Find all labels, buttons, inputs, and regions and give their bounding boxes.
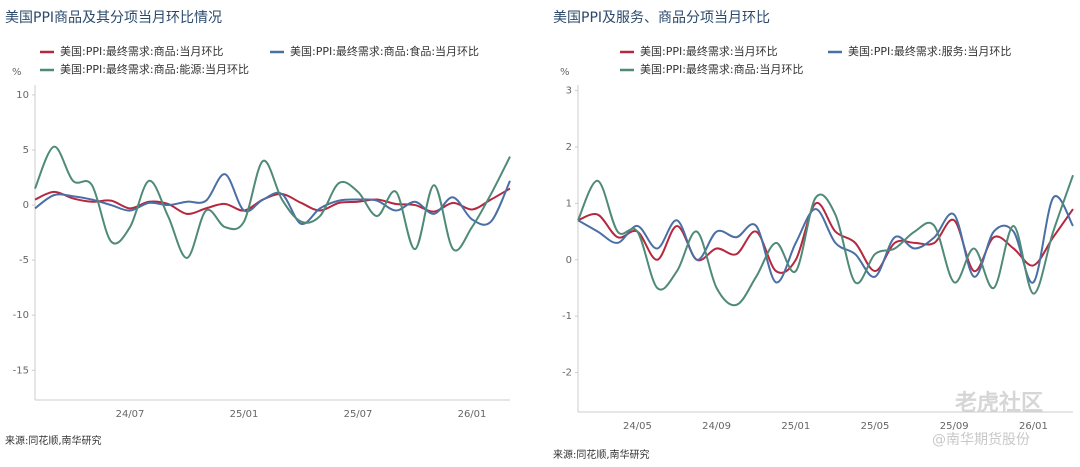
y-tick-label: -5: [19, 255, 29, 266]
x-tick-label: 24/07: [116, 409, 145, 420]
y-unit: %: [560, 67, 570, 78]
legend-label: 美国:PPI:最终需求:商品:当月环比: [640, 62, 803, 76]
y-unit: %: [12, 67, 22, 78]
x-tick-label: 24/05: [623, 421, 652, 432]
y-tick-label: -2: [562, 368, 572, 379]
x-tick-label: 25/05: [861, 421, 890, 432]
y-tick-label: 10: [16, 90, 29, 101]
x-tick-label: 25/01: [781, 421, 810, 432]
y-tick-label: -10: [13, 310, 29, 321]
y-tick-label: 0: [566, 255, 572, 266]
legend-label: 美国:PPI:最终需求:服务:当月环比: [848, 44, 1011, 58]
series-line: [34, 173, 511, 226]
series-line: [577, 195, 1074, 284]
watermark-account: @南华期货股份: [932, 431, 1030, 448]
y-tick-label: 3: [566, 86, 572, 97]
y-tick-label: 1: [566, 198, 572, 209]
x-tick-label: 25/07: [344, 409, 373, 420]
series-line: [577, 174, 1074, 307]
legend-label: 美国:PPI:最终需求:商品:当月环比: [60, 44, 223, 58]
x-tick-label: 24/09: [702, 421, 731, 432]
y-tick-label: -1: [562, 311, 572, 322]
x-tick-label: 25/01: [230, 409, 259, 420]
y-tick-label: 2: [566, 142, 572, 153]
chart-title: 美国PPI及服务、商品分项当月环比: [553, 10, 770, 26]
source: 来源:同花顺,南华研究: [553, 448, 650, 461]
y-tick-label: 5: [23, 145, 29, 156]
series-line: [577, 201, 1074, 274]
series-line: [34, 145, 511, 259]
chart-title: 美国PPI商品及其分项当月环比情况: [5, 10, 222, 26]
x-tick-label: 26/01: [1019, 421, 1048, 432]
series-line: [34, 187, 511, 215]
legend-label: 美国:PPI:最终需求:商品:食品:当月环比: [290, 44, 479, 58]
x-tick-label: 26/01: [458, 409, 487, 420]
x-tick-label: 25/09: [940, 421, 969, 432]
y-tick-label: 0: [23, 200, 29, 211]
legend-label: 美国:PPI:最终需求:当月环比: [640, 44, 778, 58]
y-tick-label: -15: [13, 365, 29, 376]
legend-label: 美国:PPI:最终需求:商品:能源:当月环比: [60, 62, 249, 76]
source: 来源:同花顺,南华研究: [5, 434, 102, 447]
